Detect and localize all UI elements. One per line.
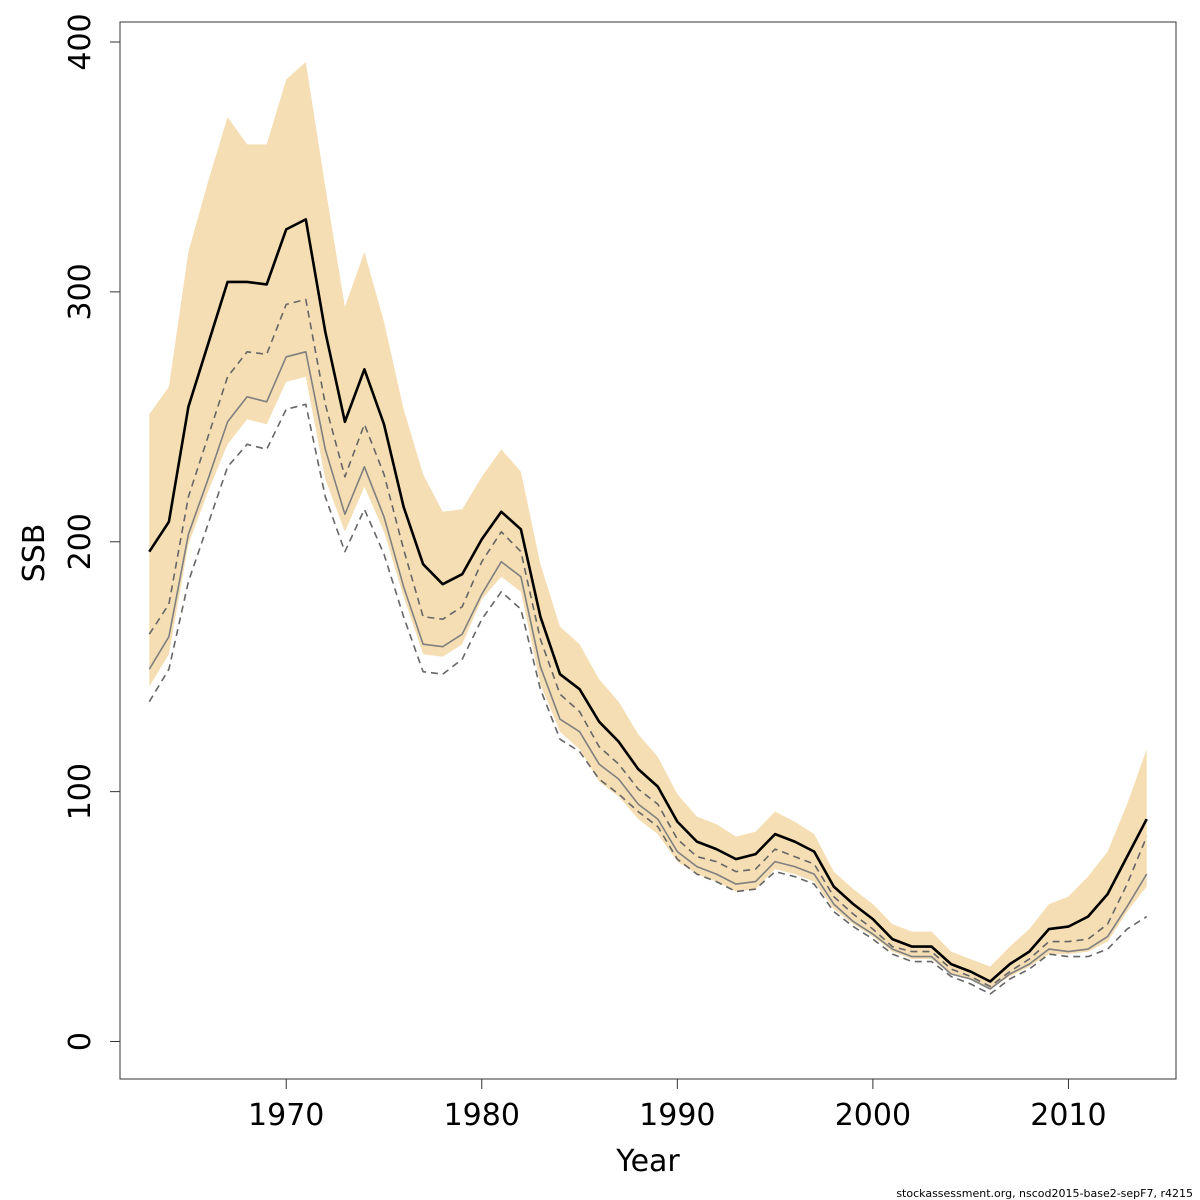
confidence-band-layer — [149, 62, 1147, 989]
x-tick-label-1990: 1990 — [639, 1098, 715, 1133]
x-tick-label-2010: 2010 — [1030, 1098, 1106, 1133]
y-tick-label-400: 400 — [63, 13, 98, 70]
x-tick-label-2000: 2000 — [835, 1098, 911, 1133]
series-line-lower-dashed — [148, 403, 1148, 995]
x-axis-title: Year — [615, 1144, 680, 1179]
y-axis-title: SSB — [17, 524, 52, 583]
x-tick-label-1980: 1980 — [444, 1098, 520, 1133]
series-line-estimate — [148, 218, 1148, 983]
y-tick-label-100: 100 — [63, 763, 98, 820]
series-line-upper-dashed — [148, 298, 1148, 988]
y-axis: 0 100 200 300 400 — [63, 13, 120, 1051]
x-tick-label-1970: 1970 — [248, 1098, 324, 1133]
footnote: stockassessment.org, nscod2015-base2-sep… — [896, 1187, 1193, 1200]
y-tick-label-200: 200 — [63, 513, 98, 570]
series-layer — [148, 218, 1148, 995]
confidence-band — [149, 62, 1147, 989]
plot-frame — [119, 21, 1177, 1080]
y-tick-label-300: 300 — [63, 263, 98, 320]
x-axis: 1970 1980 1990 2000 2010 — [248, 1079, 1107, 1133]
series-line-grey-line — [148, 350, 1148, 990]
y-tick-label-0: 0 — [63, 1032, 98, 1051]
